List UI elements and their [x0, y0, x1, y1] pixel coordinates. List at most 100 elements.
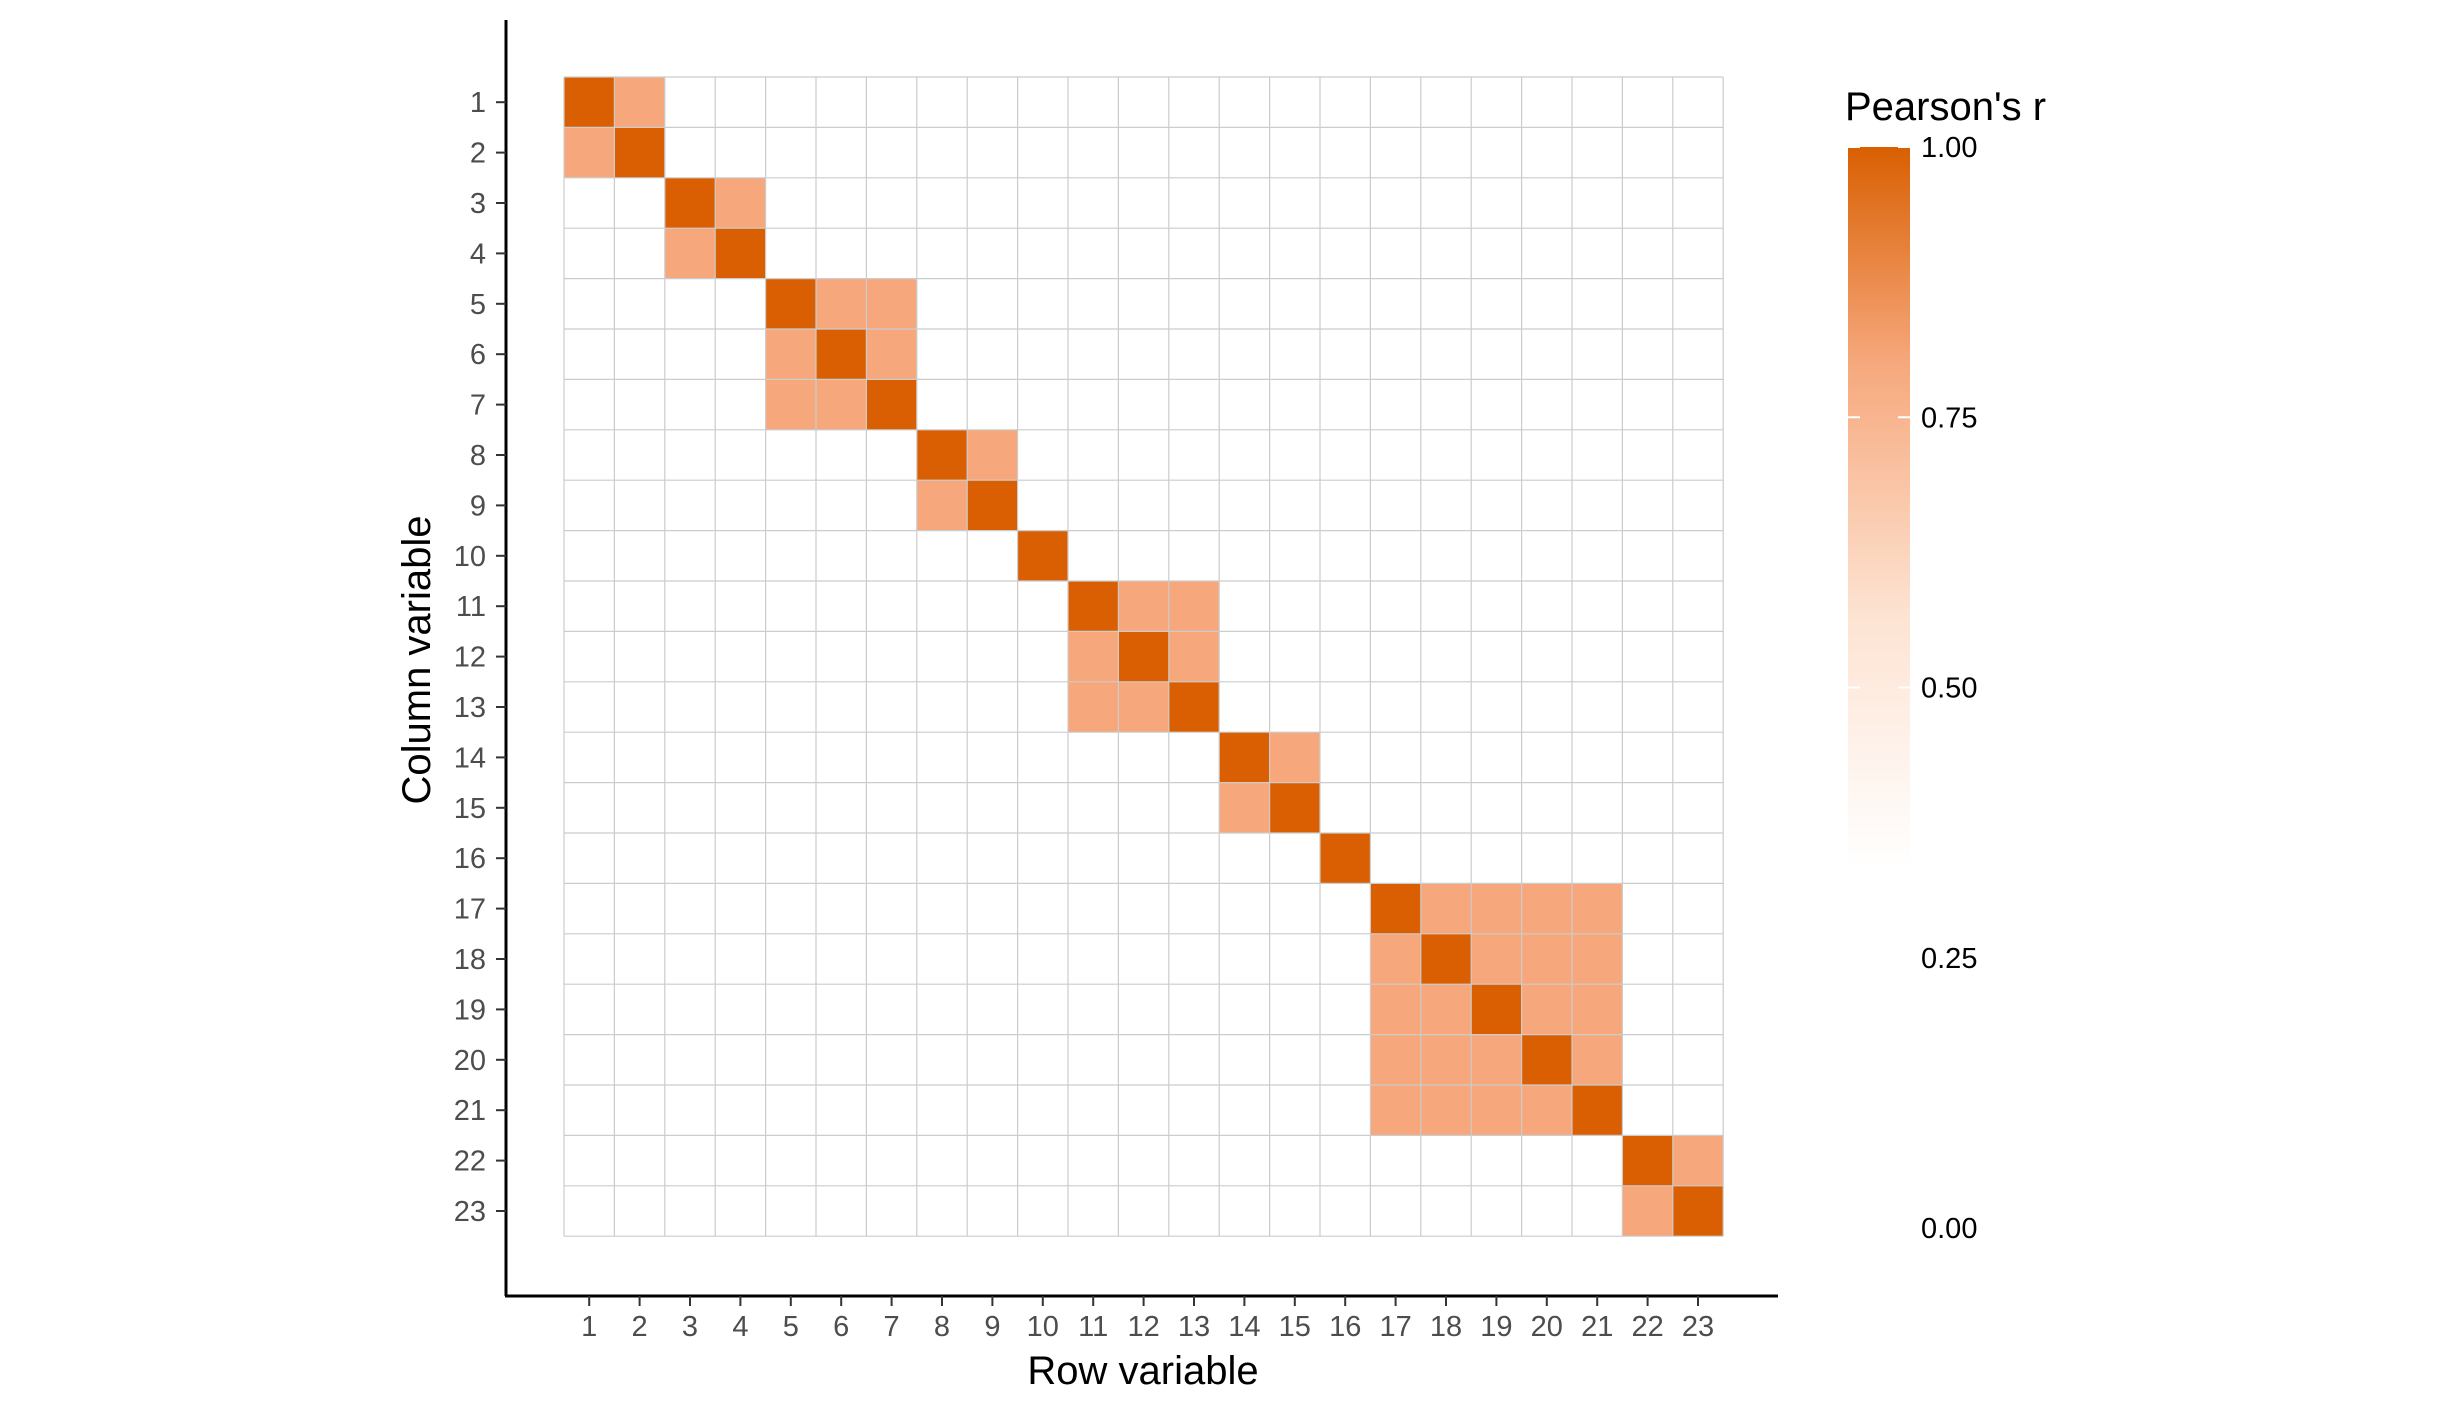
x-tick-label-13: 13 [1178, 1311, 1210, 1343]
heatmap-cell-1-2 [564, 127, 615, 178]
heatmap-cell-17-21 [1370, 1085, 1421, 1136]
heatmap-cell-17-17 [1370, 883, 1421, 934]
x-tick-label-10: 10 [1027, 1311, 1059, 1343]
y-tick-label-2: 2 [470, 138, 486, 170]
heatmap-cell-4-3 [715, 177, 766, 229]
heatmap-cell-5-5 [765, 278, 816, 329]
x-tick-label-4: 4 [732, 1311, 748, 1343]
heatmap-cell-7-6 [866, 329, 917, 380]
heatmap-cell-15-15 [1269, 782, 1320, 833]
heatmap-cell-19-17 [1471, 883, 1522, 934]
heatmap-cell-19-20 [1471, 1034, 1522, 1085]
legend-title: Pearson's r [1845, 85, 2046, 129]
heatmap-cell-11-12 [1068, 631, 1119, 682]
y-tick-label-6: 6 [470, 339, 486, 371]
heatmap-cell-18-21 [1420, 1085, 1472, 1136]
heatmap-cell-6-6 [816, 329, 867, 380]
heatmap-cell-18-18 [1420, 933, 1472, 985]
x-tick-label-9: 9 [984, 1311, 1000, 1343]
heatmap-cell-20-19 [1521, 984, 1572, 1035]
legend-tick-label: 0.75 [1921, 402, 1977, 434]
heatmap-cell-8-9 [916, 480, 968, 531]
x-tick-label-8: 8 [934, 1311, 950, 1343]
legend-tick-label: 0.00 [1921, 1213, 1977, 1245]
y-tick-label-23: 23 [454, 1196, 486, 1228]
heatmap-cell-5-6 [765, 329, 816, 380]
heatmap-cell-11-13 [1068, 681, 1119, 733]
heatmap-cell-18-17 [1420, 883, 1472, 934]
color-legend: Pearson's r 1.00 0.75 0.50 0.25 0.00 [1845, 85, 2046, 1245]
heatmap-cell-15-14 [1269, 732, 1320, 783]
heatmap-cell-4-4 [715, 228, 766, 279]
x-tick-label-20: 20 [1531, 1311, 1563, 1343]
heatmap-cell-19-18 [1471, 933, 1522, 985]
heatmap-cell-3-3 [664, 177, 716, 229]
x-tick-label-2: 2 [632, 1311, 648, 1343]
heatmap-cell-18-19 [1420, 984, 1472, 1035]
heatmap-cell-20-18 [1521, 933, 1572, 985]
heatmap-cell-13-11 [1168, 581, 1220, 632]
x-axis-title: Row variable [1027, 1349, 1258, 1393]
heatmap-cell-11-11 [1068, 581, 1119, 632]
heatmap-cell-17-19 [1370, 984, 1421, 1035]
y-tick-label-1: 1 [470, 87, 486, 119]
heatmap-cell-19-19 [1471, 984, 1522, 1035]
x-tick-label-3: 3 [682, 1311, 698, 1343]
heatmap-cell-12-12 [1118, 631, 1169, 682]
heatmap-cell-13-13 [1168, 681, 1220, 733]
heatmap-cell-21-20 [1572, 1034, 1623, 1085]
y-tick-label-10: 10 [454, 541, 486, 573]
heatmap-cell-5-7 [765, 379, 816, 430]
y-tick-label-11: 11 [456, 591, 486, 623]
y-tick-label-13: 13 [454, 692, 486, 724]
heatmap-cell-16-16 [1320, 833, 1371, 884]
heatmap-cells [564, 77, 1724, 1237]
heatmap-cell-21-17 [1572, 883, 1623, 934]
y-tick-label-19: 19 [454, 994, 486, 1026]
y-tick-label-17: 17 [454, 894, 486, 926]
heatmap-cell-17-18 [1370, 933, 1421, 985]
heatmap-cell-9-8 [967, 429, 1018, 481]
x-tick-label-12: 12 [1127, 1311, 1159, 1343]
x-tick-label-14: 14 [1228, 1311, 1260, 1343]
x-tick-label-1: 1 [581, 1311, 597, 1343]
heatmap-grid [563, 76, 1724, 1237]
x-tick-label-16: 16 [1329, 1311, 1361, 1343]
heatmap-cell-7-7 [866, 379, 917, 430]
heatmap-cell-21-19 [1572, 984, 1623, 1035]
legend-color-bar [1848, 147, 1910, 867]
heatmap-cell-22-23 [1622, 1185, 1673, 1237]
x-tick-label-19: 19 [1480, 1311, 1512, 1343]
heatmap-cell-2-1 [614, 77, 665, 128]
heatmap-cell-2-2 [614, 127, 665, 178]
heatmap-cell-22-22 [1622, 1135, 1673, 1186]
x-tick-label-18: 18 [1430, 1311, 1462, 1343]
x-tick-label-15: 15 [1279, 1311, 1311, 1343]
legend-tick-label: 0.25 [1921, 943, 1977, 975]
y-tick-label-16: 16 [454, 843, 486, 875]
heatmap-cell-23-22 [1672, 1135, 1724, 1186]
y-tick-label-9: 9 [470, 490, 486, 522]
x-tick-label-6: 6 [833, 1311, 849, 1343]
heatmap-cell-12-11 [1118, 581, 1169, 632]
y-tick-label-14: 14 [454, 742, 486, 774]
y-tick-label-22: 22 [454, 1146, 486, 1178]
axes [504, 20, 1778, 1298]
heatmap-cell-14-14 [1219, 732, 1270, 783]
legend-tick-label: 1.00 [1921, 132, 1977, 164]
y-tick-label-4: 4 [470, 238, 486, 270]
x-tick-label-5: 5 [783, 1311, 799, 1343]
y-tick-label-15: 15 [454, 793, 486, 825]
heatmap-cell-21-18 [1572, 933, 1623, 985]
x-tick-label-21: 21 [1581, 1311, 1613, 1343]
x-tick-labels: 1 2 3 4 5 6 7 8 9 10 11 12 13 14 15 16 17 18 19 20 21 22 23 [581, 1296, 1714, 1343]
x-tick-label-7: 7 [884, 1311, 900, 1343]
y-axis-title: Column variable [395, 515, 439, 804]
heatmap-cell-1-1 [564, 77, 615, 128]
y-tick-label-20: 20 [454, 1045, 486, 1077]
y-tick-label-12: 12 [454, 642, 486, 674]
heatmap-cell-6-5 [816, 278, 867, 329]
heatmap-cell-7-5 [866, 278, 917, 329]
